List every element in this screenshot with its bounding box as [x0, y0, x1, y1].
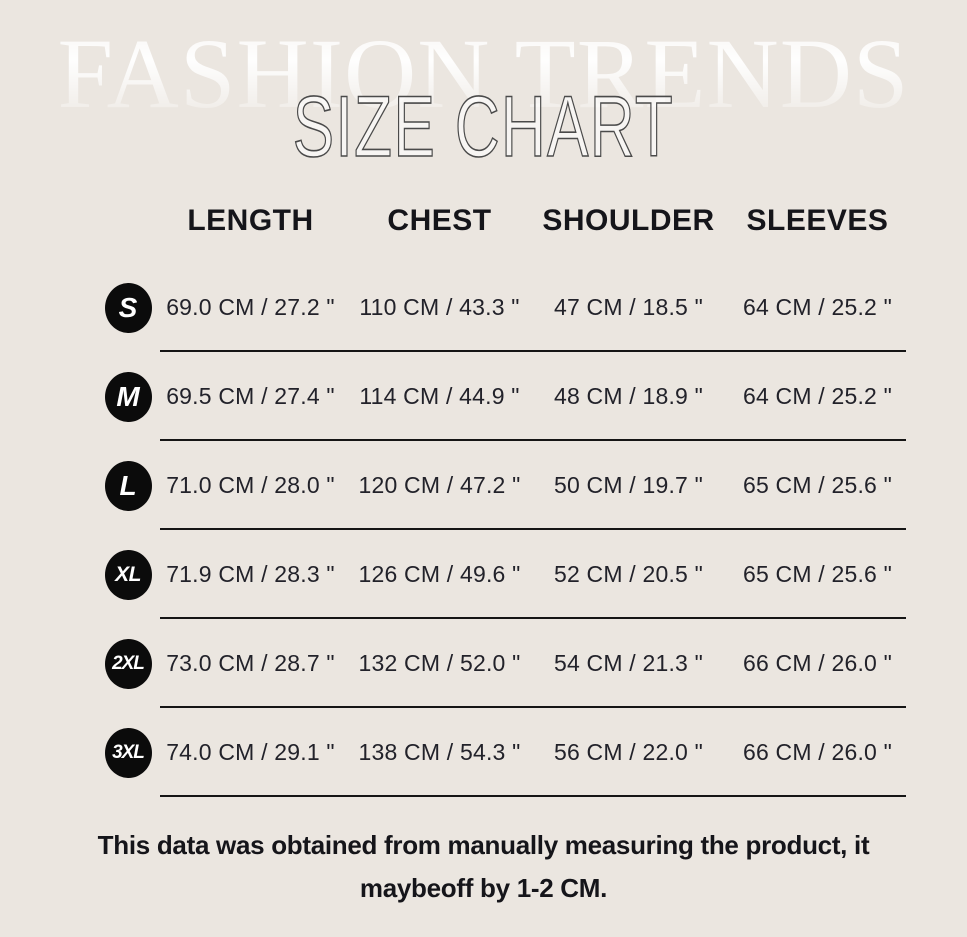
- length-value: 74.0 CM / 29.1 ": [166, 739, 335, 765]
- length-value: 73.0 CM / 28.7 ": [166, 650, 335, 676]
- length-value: 71.9 CM / 28.3 ": [166, 561, 335, 587]
- length-value: 71.0 CM / 28.0 ": [166, 472, 335, 498]
- chest-value: 138 CM / 54.3 ": [358, 739, 521, 765]
- size-badge-circle: 3XL: [104, 727, 152, 778]
- table-row-m: M 69.5 CM / 27.4 " 114 CM / 44.9 " 48 CM…: [100, 352, 912, 441]
- size-badge-circle: S: [104, 282, 152, 333]
- column-header-length: LENGTH: [187, 203, 314, 237]
- size-badge-l: L: [100, 460, 156, 511]
- size-badge-circle: L: [104, 460, 152, 511]
- chest-value: 126 CM / 49.6 ": [358, 561, 521, 587]
- shoulder-value: 47 CM / 18.5 ": [553, 294, 704, 320]
- column-header-shoulder: SHOULDER: [542, 203, 715, 237]
- column-header-sleeves: SLEEVES: [746, 203, 889, 237]
- table-header-row: LENGTH CHEST SHOULDER SLEEVES: [100, 178, 912, 263]
- size-badge-circle: 2XL: [104, 638, 152, 689]
- chest-value: 132 CM / 52.0 ": [358, 650, 521, 676]
- disclaimer-line-2: maybeoff by 1-2 CM.: [359, 873, 608, 903]
- shoulder-value: 54 CM / 21.3 ": [553, 650, 704, 676]
- sleeves-value: 66 CM / 26.0 ": [742, 739, 893, 765]
- table-row-s: S 69.0 CM / 27.2 " 110 CM / 43.3 " 47 CM…: [100, 263, 912, 352]
- size-badge-label: M: [116, 380, 140, 412]
- sleeves-value: 65 CM / 25.6 ": [742, 472, 893, 498]
- page-title: SIZE CHART: [292, 78, 675, 176]
- shoulder-value: 56 CM / 22.0 ": [553, 739, 704, 765]
- size-badge-xl: XL: [100, 549, 156, 600]
- table-row-xl: XL 71.9 CM / 28.3 " 126 CM / 49.6 " 52 C…: [100, 530, 912, 619]
- size-badge-label: 2XL: [112, 652, 145, 674]
- sleeves-value: 65 CM / 25.6 ": [742, 561, 893, 587]
- size-badge-2xl: 2XL: [100, 638, 156, 689]
- table-row-3xl: 3XL 74.0 CM / 29.1 " 138 CM / 54.3 " 56 …: [100, 708, 912, 797]
- size-badge-circle: XL: [104, 549, 152, 600]
- size-badge-label: S: [118, 291, 138, 323]
- size-badge-s: S: [100, 282, 156, 333]
- size-chart-table: LENGTH CHEST SHOULDER SLEEVES S 69.0 CM …: [100, 178, 912, 797]
- chest-value: 120 CM / 47.2 ": [358, 472, 521, 498]
- size-badge-3xl: 3XL: [100, 727, 156, 778]
- shoulder-value: 52 CM / 20.5 ": [553, 561, 704, 587]
- hero-header: FASHION TRENDS SIZE CHART: [0, 0, 967, 190]
- column-header-chest: CHEST: [387, 203, 492, 237]
- size-badge-m: M: [100, 371, 156, 422]
- shoulder-value: 50 CM / 19.7 ": [553, 472, 704, 498]
- size-badge-label: 3XL: [112, 741, 145, 763]
- shoulder-value: 48 CM / 18.9 ": [553, 383, 704, 409]
- table-row-l: L 71.0 CM / 28.0 " 120 CM / 47.2 " 50 CM…: [100, 441, 912, 530]
- sleeves-value: 64 CM / 25.2 ": [742, 383, 893, 409]
- sleeves-value: 64 CM / 25.2 ": [742, 294, 893, 320]
- disclaimer-line-1: This data was obtained from manually mea…: [97, 830, 870, 860]
- length-value: 69.0 CM / 27.2 ": [166, 294, 335, 320]
- chest-value: 110 CM / 43.3 ": [359, 294, 520, 320]
- size-badge-label: L: [119, 469, 137, 501]
- chest-value: 114 CM / 44.9 ": [359, 383, 520, 409]
- size-badge-label: XL: [115, 562, 141, 586]
- size-badge-circle: M: [104, 371, 152, 422]
- sleeves-value: 66 CM / 26.0 ": [742, 650, 893, 676]
- measurement-disclaimer: This data was obtained from manually mea…: [0, 824, 967, 910]
- table-row-2xl: 2XL 73.0 CM / 28.7 " 132 CM / 52.0 " 54 …: [100, 619, 912, 708]
- length-value: 69.5 CM / 27.4 ": [166, 383, 335, 409]
